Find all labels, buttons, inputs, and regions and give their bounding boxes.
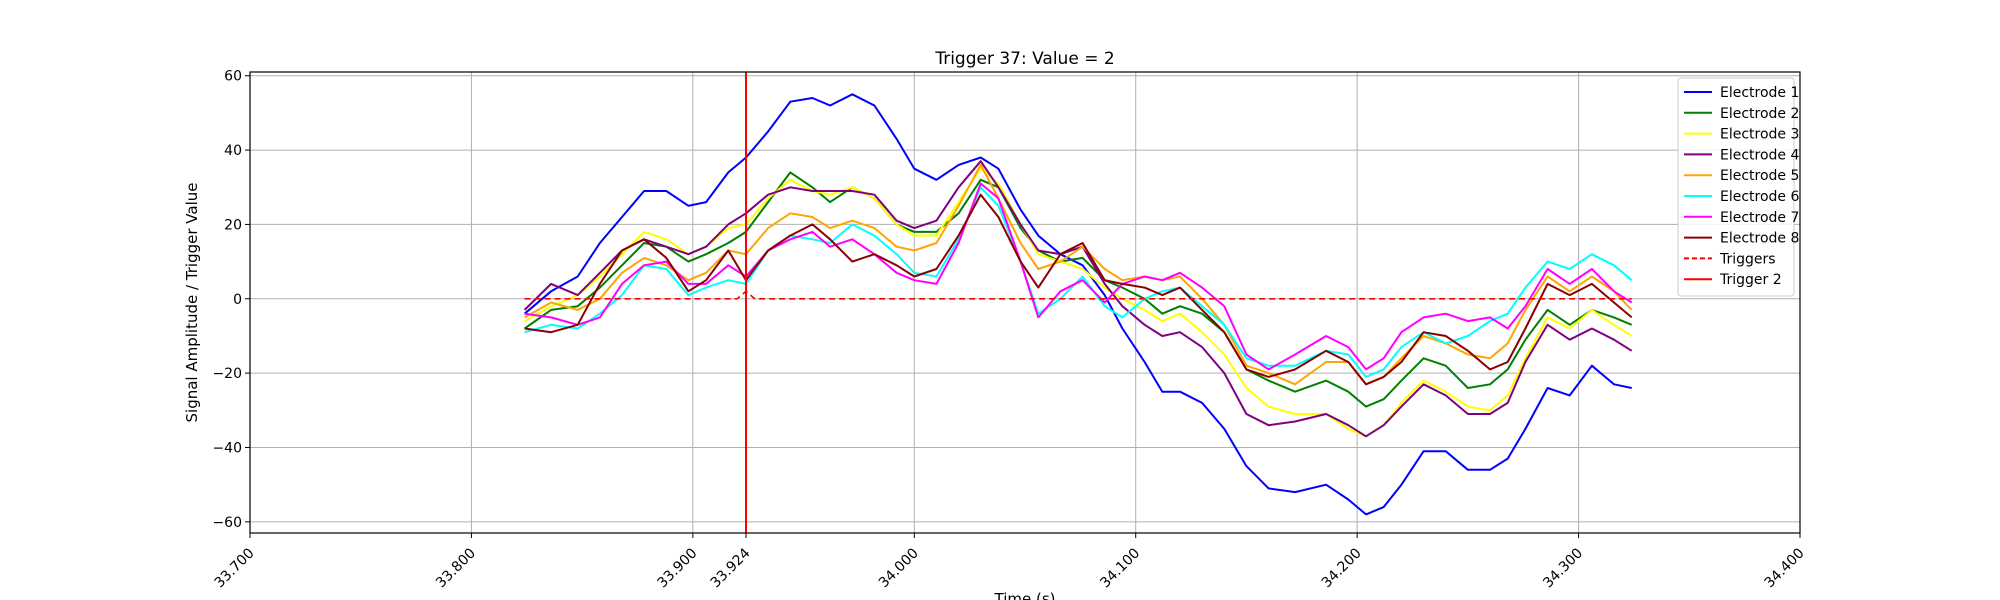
y-axis-label: Signal Amplitude / Trigger Value (183, 183, 201, 423)
y-tick-label: −20 (212, 366, 242, 382)
series-line-electrode-7 (524, 182, 1633, 371)
series-line-electrode-5 (524, 163, 1633, 386)
chart-title: Trigger 37: Value = 2 (934, 49, 1114, 69)
y-axis-ticks: 60 40 20 0 −20 −40 −60 (212, 69, 250, 531)
series-line-electrode-8 (524, 193, 1633, 386)
legend-label: Electrode 6 (1720, 189, 1799, 205)
legend-label: Electrode 1 (1720, 85, 1799, 101)
legend-label: Electrode 5 (1720, 168, 1799, 184)
legend-label: Electrode 3 (1720, 127, 1799, 143)
series-line-electrode-2 (524, 171, 1633, 408)
legend-box (1677, 77, 1795, 297)
legend-label: Electrode 2 (1720, 106, 1799, 122)
plot-area (523, 72, 1633, 533)
y-tick-label: 60 (224, 69, 242, 85)
legend-label: Electrode 7 (1720, 210, 1799, 226)
series-line-electrode-3 (524, 167, 1633, 438)
legend: Electrode 1 Electrode 2 Electrode 3 Electro… (1677, 77, 1799, 297)
legend-label: Electrode 8 (1720, 231, 1799, 247)
legend-label: Triggers (1719, 251, 1776, 267)
x-axis-label: Time (s) (994, 590, 1056, 600)
legend-label: Trigger 2 (1719, 272, 1782, 288)
y-tick-label: −60 (212, 515, 242, 531)
y-tick-label: −40 (212, 440, 242, 456)
y-tick-label: 40 (224, 143, 242, 159)
y-tick-label: 20 (224, 217, 242, 233)
y-tick-label: 0 (233, 292, 242, 308)
series-line-electrode-1 (523, 93, 1632, 516)
axes-frame (249, 71, 1801, 534)
legend-label: Electrode 4 (1720, 147, 1799, 163)
